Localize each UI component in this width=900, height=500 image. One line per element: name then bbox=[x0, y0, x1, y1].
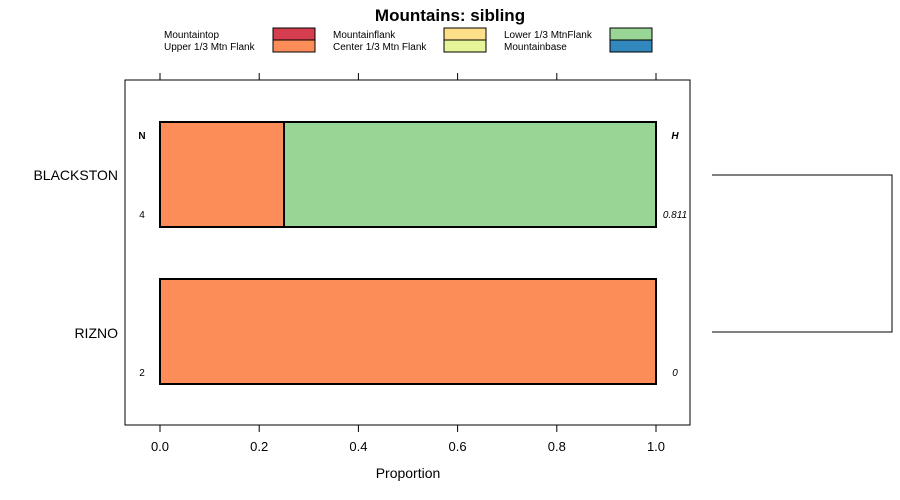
dendrogram bbox=[712, 174, 893, 333]
h-header: H bbox=[671, 131, 679, 142]
x-tick-label: 0.4 bbox=[349, 439, 367, 454]
legend-swatch-mountainflank bbox=[443, 27, 487, 41]
legend-swatch-center-1-3-mtn-flank bbox=[443, 39, 487, 53]
x-axis-title: Proportion bbox=[376, 465, 441, 481]
bar-group bbox=[159, 121, 657, 385]
n-values: 42 bbox=[139, 210, 145, 379]
legend-swatch-mountaintop bbox=[272, 27, 316, 41]
n-header: N bbox=[138, 131, 145, 142]
legend-swatch-upper-1-3-mtn-flank bbox=[272, 39, 316, 53]
legend-swatch-mountainbase bbox=[609, 39, 653, 53]
bar-blackston-upper-1-3-mtn-flank bbox=[159, 121, 285, 228]
n-value: 4 bbox=[139, 210, 145, 221]
legend-label-lower-1-3-mtnflank: Lower 1/3 MtnFlank bbox=[504, 30, 593, 41]
x-axis: 0.0 0.2 0.4 0.6 0.8 1.0 bbox=[151, 73, 665, 454]
bar-rizno-upper-1-3-mtn-flank bbox=[159, 278, 657, 385]
legend-label-mountainbase: Mountainbase bbox=[504, 42, 567, 53]
category-label-blackston: BLACKSTON bbox=[33, 167, 118, 183]
x-tick-label: 0.2 bbox=[250, 439, 268, 454]
category-label-rizno: RIZNO bbox=[74, 325, 118, 341]
x-tick-label: 0.8 bbox=[548, 439, 566, 454]
chart-title: Mountains: sibling bbox=[375, 6, 525, 25]
bar-blackston-lower-1-3-mtnflank bbox=[283, 121, 657, 228]
plot-frame bbox=[124, 79, 691, 426]
category-labels: BLACKSTON RIZNO bbox=[33, 167, 118, 341]
legend-swatch-lower-1-3-mtnflank bbox=[609, 27, 653, 41]
legend-label-center-1-3-mtn-flank: Center 1/3 Mtn Flank bbox=[333, 42, 427, 53]
h-value: 0.811 bbox=[663, 210, 687, 221]
h-value: 0 bbox=[672, 368, 678, 379]
x-tick-label: 0.6 bbox=[449, 439, 467, 454]
legend-label-mountaintop: Mountaintop bbox=[164, 30, 219, 41]
legend-label-mountainflank: Mountainflank bbox=[333, 30, 396, 41]
legend-label-upper-1-3-mtn-flank: Upper 1/3 Mtn Flank bbox=[164, 42, 256, 53]
h-values: 0.811 0 bbox=[663, 210, 687, 379]
x-tick-label: 0.0 bbox=[151, 439, 169, 454]
n-value: 2 bbox=[139, 368, 145, 379]
x-tick-label: 1.0 bbox=[647, 439, 665, 454]
